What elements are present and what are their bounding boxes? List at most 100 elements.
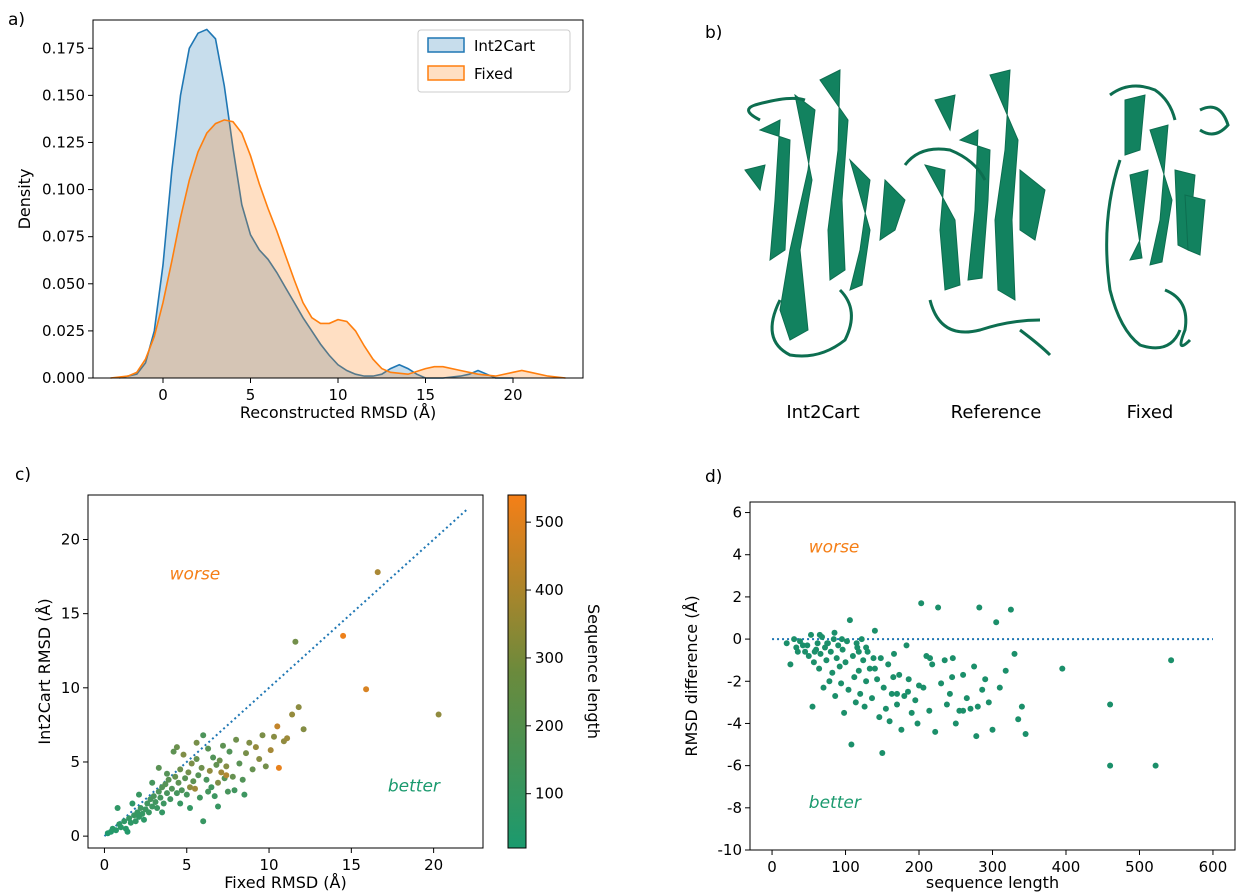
scatter-point [869, 695, 875, 702]
plot-frame [749, 501, 1236, 851]
plot-frame [92, 19, 584, 379]
scatter-point [960, 671, 967, 678]
scatter-point [188, 760, 195, 767]
scatter-point [168, 785, 175, 792]
scatter-point [876, 714, 883, 721]
scatter-point [145, 809, 152, 816]
scatter-point [844, 638, 850, 645]
scatter-point [855, 648, 862, 655]
scatter-point [971, 663, 978, 670]
scatter-point [144, 800, 151, 807]
scatter-point [903, 642, 910, 649]
scatter-point [236, 760, 243, 767]
scatter-point [177, 800, 184, 807]
scatter-point [141, 816, 147, 823]
x-tick-label: 5 [246, 386, 256, 404]
scatter-point [267, 747, 274, 754]
scatter-point [863, 678, 870, 685]
scatter-point [252, 744, 259, 751]
y-tick-label: 5 [70, 753, 80, 771]
scatter-point [811, 648, 818, 655]
scatter-point [949, 655, 956, 662]
y-tick-label: 0.125 [42, 133, 85, 151]
scatter-point [180, 751, 187, 758]
scatter-point [190, 778, 197, 785]
scatter-point [239, 776, 246, 783]
scatter-point [223, 763, 230, 770]
scatter-point [213, 761, 220, 768]
scatter-point [973, 733, 980, 740]
scatter-point [216, 757, 223, 764]
x-tick-label: 5 [182, 856, 192, 874]
scatter-point [1011, 650, 1018, 657]
scatter-point [292, 638, 299, 645]
x-tick-label: 10 [328, 386, 347, 404]
scatter-point [246, 739, 253, 746]
scatter-point [935, 604, 942, 611]
scatter-point [952, 720, 959, 727]
scatter-point [187, 784, 193, 791]
scatter-point [879, 750, 886, 756]
scatter-point [882, 705, 889, 712]
x-tick-label: 100 [831, 858, 860, 876]
scatter-point [226, 748, 233, 755]
scatter-point [157, 794, 164, 801]
legend-label: Int2Cart [474, 37, 535, 55]
scatter-point [918, 600, 925, 607]
y-tick-label: 6 [732, 504, 742, 522]
int2cart-structure-image [744, 69, 906, 358]
annotation-worse: worse [809, 538, 860, 558]
scatter-point [974, 703, 981, 710]
scatter-point [804, 642, 811, 649]
scatter-point [827, 648, 834, 655]
scatter-point [1022, 731, 1029, 737]
scatter-point [271, 733, 277, 740]
colorbar-tick-label: 200 [535, 717, 564, 735]
scatter-point [262, 763, 269, 770]
scatter-point [829, 669, 836, 676]
annotation-better: better [809, 793, 862, 813]
density-area-fixed [110, 119, 566, 379]
scatter-point [223, 772, 230, 779]
scatter-point [167, 796, 174, 803]
panel-b-protein-structures: Int2Cart Reference Fixed [744, 69, 1230, 423]
caption-int2cart: Int2Cart [786, 402, 859, 423]
scatter-point [926, 707, 933, 714]
scatter-point [851, 674, 858, 681]
scatter-point [1015, 716, 1022, 723]
scatter-point [960, 707, 967, 714]
y-tick-label: 2 [732, 588, 742, 606]
scatter-point [979, 686, 986, 693]
y-tick-label: -8 [727, 799, 742, 817]
x-tick-label: 15 [342, 856, 361, 874]
scatter-point [866, 665, 873, 672]
scatter-point [835, 642, 842, 649]
scatter-point [848, 741, 855, 748]
scatter-point [836, 663, 843, 670]
y-tick-label: 0.000 [42, 369, 85, 387]
scatter-point [898, 726, 905, 733]
scatter-point [152, 799, 159, 805]
scatter-point [229, 773, 236, 780]
scatter-point [838, 680, 845, 687]
y-axis-label: Int2Cart RMSD (Å) [35, 598, 54, 744]
scatter-point [129, 800, 136, 807]
scatter-point [860, 657, 867, 664]
scatter-point [832, 693, 839, 699]
scatter-point [858, 636, 865, 643]
scatter-point [173, 744, 180, 751]
scatter-point [193, 756, 200, 762]
colorbar-tick-label: 500 [535, 513, 564, 531]
y-tick-label: 0.100 [42, 181, 85, 199]
scatter-point [799, 642, 806, 649]
scatter-point [160, 800, 167, 807]
x-tick-label: 200 [905, 858, 934, 876]
scatter-point [200, 818, 207, 825]
x-tick-label: 500 [1125, 858, 1154, 876]
scatter-point [949, 674, 956, 681]
density-area-int2cart [119, 29, 513, 379]
scatter-point [901, 693, 908, 699]
scatter-point [205, 788, 212, 795]
scatter-point [841, 709, 848, 716]
